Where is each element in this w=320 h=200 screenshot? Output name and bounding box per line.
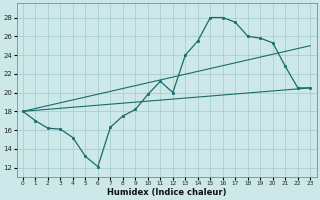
X-axis label: Humidex (Indice chaleur): Humidex (Indice chaleur): [107, 188, 226, 197]
